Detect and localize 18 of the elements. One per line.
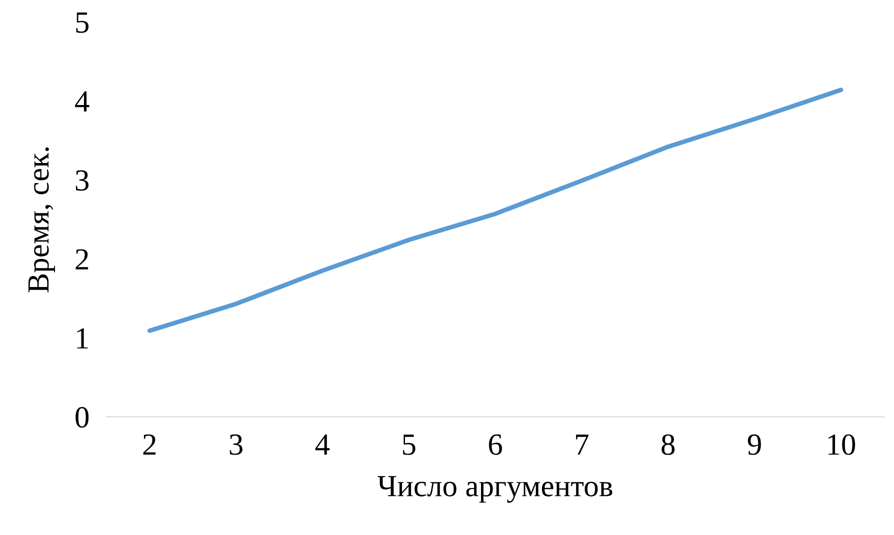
x-tick-label: 8 [662,434,675,455]
x-axis-title: Число аргументов [378,476,612,503]
x-tick-label: 10 [828,434,856,455]
y-tick-label: 0 [76,407,89,428]
y-tick-label: 1 [77,328,88,348]
line-series [147,88,844,333]
y-tick-label: 2 [76,249,88,270]
x-tick-label: 2 [143,434,156,455]
y-axis-title: Время, сек. [28,147,55,292]
x-tick-label: 9 [748,434,761,455]
x-tick-label: 5 [402,434,416,455]
x-tick-label: 6 [488,434,502,455]
x-tick-label: 4 [315,434,330,455]
x-tick-label: 3 [230,434,242,455]
y-tick-label: 3 [76,170,89,191]
x-tick-label: 7 [576,434,588,455]
y-tick-label: 5 [76,12,89,33]
y-tick-label: 4 [75,91,90,112]
